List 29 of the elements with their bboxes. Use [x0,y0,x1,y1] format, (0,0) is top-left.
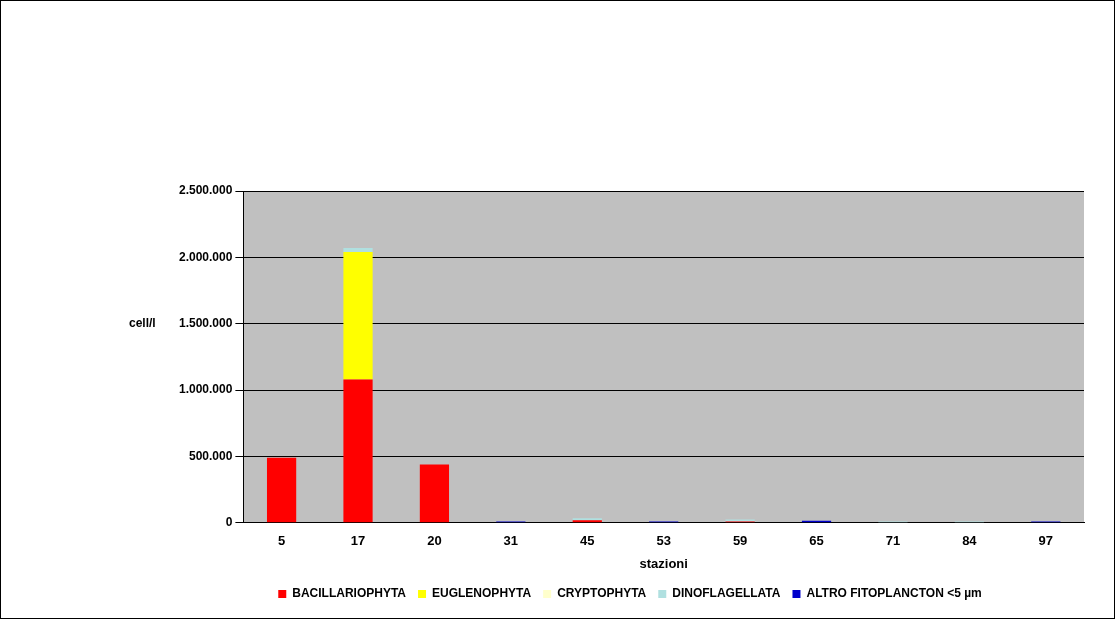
y-tick-label: 2.000.000 [178,249,233,264]
y-tick-label: 2.500.000 [178,183,233,198]
legend-label: EUGLENOPHYTA [432,586,532,601]
bar [266,457,297,523]
legend-label: ALTRO FITOPLANCTON <5 µm [806,586,982,601]
y-tick-label: 0 [225,515,233,530]
legend-label: BACILLARIOPHYTA [292,586,407,601]
legend-label: DINOFLAGELLATA [672,586,781,601]
x-tick-label: 59 [732,533,748,549]
x-tick-label: 53 [656,533,671,549]
x-tick-label: 31 [503,533,519,549]
x-tick-label: 20 [427,533,442,549]
bar [419,464,450,523]
bar [343,248,373,253]
x-tick-label: 97 [1038,533,1054,549]
x-tick-label: 45 [580,533,595,549]
x-tick-label: 5 [277,533,286,549]
bar [343,252,373,380]
y-tick-label: 500.000 [188,448,233,463]
y-tick-label: 1.000.000 [178,382,233,397]
y-tick-label: 1.500.000 [178,316,233,331]
x-tick-label: 65 [809,533,824,549]
legend-label: CRYPTOPHYTA [557,586,647,601]
x-axis-title: stazioni [639,555,688,571]
x-tick-label: 71 [885,533,901,549]
x-tick-label: 84 [962,533,978,549]
bar [343,379,373,523]
y-axis-title: cell/l [129,316,156,331]
x-tick-label: 17 [350,533,366,549]
